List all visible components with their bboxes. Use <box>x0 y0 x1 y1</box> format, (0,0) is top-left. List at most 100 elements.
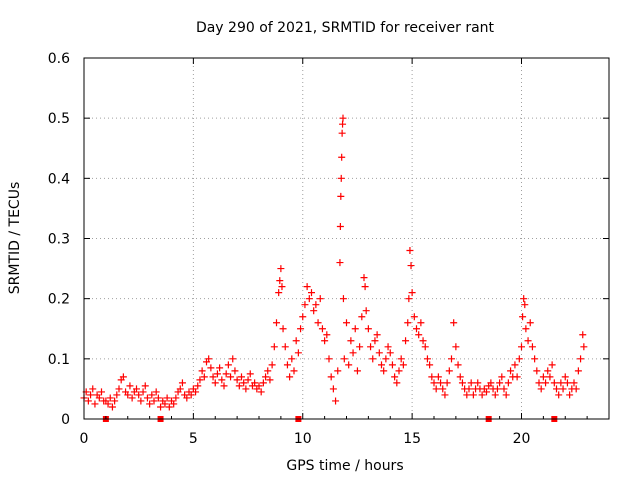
data-point-155 <box>397 355 405 363</box>
y-tick-label-4: 0.4 <box>48 171 70 187</box>
data-point-105 <box>305 295 313 303</box>
axis-ticks: 0 5 10 15 20 0 0.1 0.2 0.3 0.4 0.5 0.6 <box>48 51 609 447</box>
data-point-160 <box>406 247 414 255</box>
data-point-93 <box>279 325 287 333</box>
data-point-147 <box>380 367 388 375</box>
data-point-31 <box>148 391 156 399</box>
x-axis-label: GPS time / hours <box>286 458 403 474</box>
data-point-34 <box>154 394 162 402</box>
data-point-156 <box>399 361 407 369</box>
data-point-128 <box>340 355 348 363</box>
data-point-211 <box>515 355 523 363</box>
data-point-153 <box>393 379 401 387</box>
data-point-204 <box>500 385 508 393</box>
y-tick-label-5: 0.5 <box>48 111 70 127</box>
data-point-99 <box>292 337 300 345</box>
data-point-185 <box>458 379 466 387</box>
data-point-59 <box>209 373 217 381</box>
data-point-42 <box>172 394 180 402</box>
data-point-151 <box>388 361 396 369</box>
data-point-114 <box>325 355 333 363</box>
data-point-72 <box>238 373 245 381</box>
data-point-214 <box>520 295 528 303</box>
data-point-135 <box>356 343 364 351</box>
data-point-217 <box>524 337 532 345</box>
data-point-100 <box>294 349 302 357</box>
data-point-32 <box>150 397 158 405</box>
data-point-158 <box>404 319 412 327</box>
data-point-169 <box>423 355 431 363</box>
data-point-71 <box>235 382 243 390</box>
data-point-170 <box>426 361 434 369</box>
data-point-207 <box>507 367 515 375</box>
data-point-182 <box>452 343 460 351</box>
data-point-192 <box>474 379 482 387</box>
data-point-125 <box>339 120 347 128</box>
data-point-205 <box>502 391 510 399</box>
data-point-141 <box>367 343 375 351</box>
data-point-203 <box>498 373 506 381</box>
data-point-112 <box>321 337 329 345</box>
data-point-58 <box>207 364 215 372</box>
data-point-167 <box>419 337 427 345</box>
data-point-66 <box>224 361 232 369</box>
data-point-63 <box>218 376 226 384</box>
data-point-145 <box>375 349 383 357</box>
data-point-142 <box>369 355 377 363</box>
data-point-181 <box>450 319 458 327</box>
data-point-44 <box>176 385 184 393</box>
data-point-119 <box>336 259 344 267</box>
data-point-12 <box>106 394 114 402</box>
data-point-68 <box>229 355 237 363</box>
data-point-168 <box>421 343 429 351</box>
data-point-174 <box>434 373 442 381</box>
data-point-216 <box>522 325 530 333</box>
y-axis-label: SRMTID / TECUs <box>7 182 23 295</box>
data-point-146 <box>378 361 385 369</box>
data-point-179 <box>445 367 453 375</box>
data-point-137 <box>360 274 368 282</box>
data-point-224 <box>539 373 547 381</box>
data-point-106 <box>308 289 315 297</box>
data-point-27 <box>139 388 147 396</box>
data-point-33 <box>152 388 160 396</box>
data-point-103 <box>301 301 309 309</box>
data-point-109 <box>314 319 322 327</box>
data-point-163 <box>410 313 418 321</box>
data-point-202 <box>496 379 504 387</box>
data-point-41 <box>170 400 178 408</box>
data-point-85 <box>266 376 274 384</box>
data-point-221 <box>533 367 541 375</box>
data-point-152 <box>391 373 399 381</box>
data-point-227 <box>546 373 554 381</box>
data-point-90 <box>276 277 284 285</box>
data-point-116 <box>329 385 337 393</box>
data-point-178 <box>443 379 451 387</box>
data-point-183 <box>454 361 462 369</box>
data-point-61 <box>213 370 221 378</box>
data-point-47 <box>183 394 191 402</box>
x-tick-label-2: 10 <box>294 431 312 447</box>
data-point-97 <box>288 355 296 363</box>
data-point-196 <box>483 388 490 396</box>
data-point-164 <box>413 325 420 333</box>
data-point-75 <box>244 376 252 384</box>
data-point-67 <box>227 373 235 381</box>
data-point-101 <box>297 325 305 333</box>
data-point-149 <box>384 343 392 351</box>
data-point-35 <box>157 403 165 411</box>
data-point-80 <box>255 382 263 390</box>
data-point-73 <box>240 379 248 387</box>
data-point-212 <box>518 343 525 351</box>
data-point-241 <box>577 355 585 363</box>
data-point-14 <box>111 397 119 405</box>
data-point-232 <box>557 379 565 387</box>
data-point-180 <box>448 355 455 363</box>
data-point-4 <box>89 385 97 393</box>
data-point-51 <box>192 388 200 396</box>
data-point-213 <box>519 313 527 321</box>
data-point-122 <box>337 174 345 182</box>
data-point-166 <box>417 319 425 327</box>
data-point-13 <box>108 403 116 411</box>
